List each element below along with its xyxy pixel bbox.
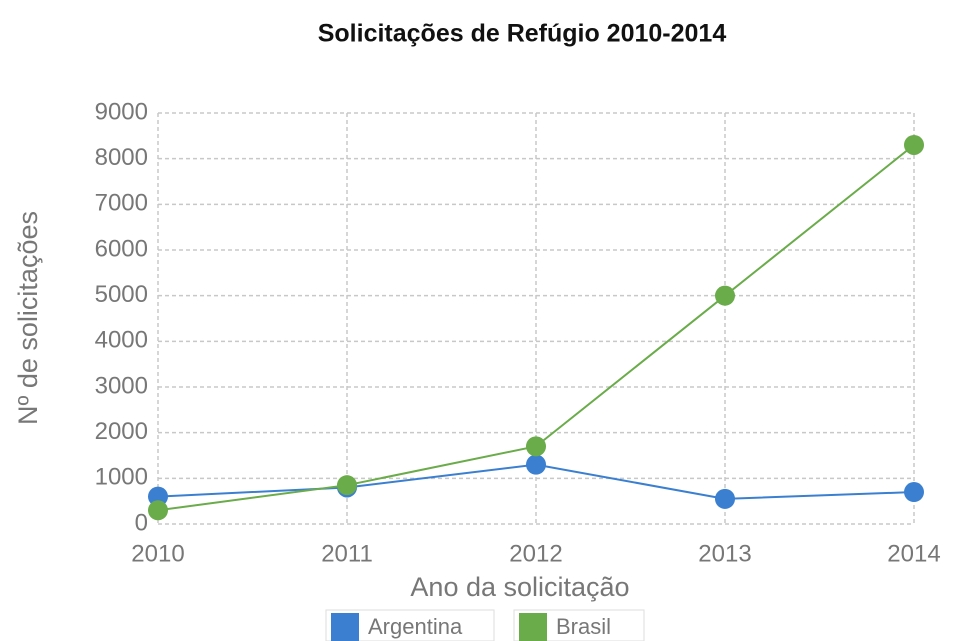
y-tick-label: 9000 <box>95 98 148 125</box>
x-tick-label: 2014 <box>887 540 940 567</box>
data-point <box>148 486 168 507</box>
y-tick-label: 5000 <box>95 281 148 308</box>
data-point <box>148 500 168 521</box>
chart-title: Solicitações de Refúgio 2010-2014 <box>318 20 727 48</box>
legend-swatch <box>331 613 359 641</box>
legend-label: Brasil <box>556 614 611 639</box>
data-point <box>715 488 735 509</box>
data-point <box>526 454 546 475</box>
y-tick-label: 1000 <box>95 464 148 491</box>
legend-label: Argentina <box>368 614 463 639</box>
x-tick-label: 2012 <box>509 540 562 567</box>
x-tick-label: 2013 <box>698 540 751 567</box>
y-tick-label: 7000 <box>95 190 148 217</box>
data-point <box>337 475 357 496</box>
x-axis-label: Ano da solicitação <box>410 572 629 602</box>
y-tick-label: 4000 <box>95 327 148 354</box>
y-tick-label: 8000 <box>95 144 148 171</box>
x-tick-label: 2010 <box>131 540 184 567</box>
x-tick-label: 2011 <box>321 540 373 567</box>
data-point <box>526 436 546 457</box>
y-axis-label: Nº de solicitações <box>13 211 43 425</box>
data-point <box>904 482 924 503</box>
y-tick-label: 2000 <box>95 418 148 445</box>
y-tick-label: 3000 <box>95 372 148 399</box>
data-point <box>715 285 735 306</box>
y-tick-label: 0 <box>135 509 148 536</box>
y-tick-label: 6000 <box>95 235 148 262</box>
legend-swatch <box>519 613 547 641</box>
data-point <box>904 134 924 155</box>
